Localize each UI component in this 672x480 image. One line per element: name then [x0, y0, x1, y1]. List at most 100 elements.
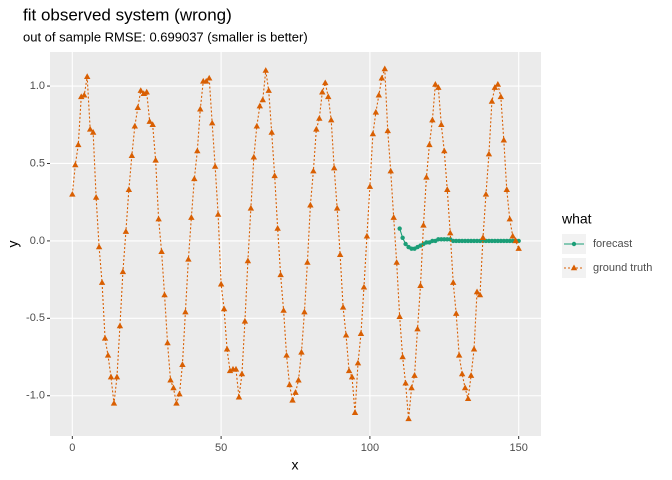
point: [500, 136, 508, 143]
point: [286, 381, 293, 388]
point: [313, 125, 320, 132]
legend-title: what: [561, 211, 592, 227]
point: [83, 73, 91, 79]
point: [268, 129, 275, 135]
point: [158, 248, 165, 254]
point: [271, 172, 278, 179]
point: [503, 186, 510, 193]
point: [143, 88, 150, 95]
point: [161, 291, 168, 298]
point: [244, 257, 252, 264]
point: [447, 229, 454, 236]
point: [179, 361, 186, 367]
x-tick-label: 150: [510, 442, 528, 454]
point: [223, 345, 231, 352]
point: [452, 310, 460, 316]
point: [509, 232, 516, 239]
point: [381, 65, 388, 72]
point: [194, 147, 201, 154]
y-axis-title: y: [5, 241, 21, 248]
y-tick-label: -0.5: [26, 312, 45, 324]
point: [95, 243, 103, 250]
point: [485, 150, 493, 157]
point: [491, 84, 499, 90]
point: [414, 325, 421, 332]
point: [280, 307, 287, 313]
point: [232, 365, 240, 372]
point: [438, 121, 445, 127]
y-tick-label: 0.5: [30, 157, 45, 169]
point: [512, 237, 519, 244]
point: [307, 201, 314, 208]
point: [119, 268, 127, 275]
point: [250, 153, 258, 160]
point: [176, 390, 183, 397]
point: [310, 167, 317, 174]
point: [137, 87, 144, 93]
x-tick-label: 50: [215, 442, 227, 454]
point: [411, 372, 418, 378]
point: [435, 84, 442, 90]
point: [396, 313, 403, 319]
point: [220, 305, 228, 312]
point: [188, 214, 195, 220]
point: [298, 348, 305, 355]
point: [182, 308, 189, 315]
point: [336, 251, 344, 258]
point: [464, 395, 472, 402]
point: [479, 234, 487, 241]
point: [316, 115, 323, 121]
point: [473, 288, 481, 295]
point: [78, 93, 85, 100]
point: [497, 93, 505, 100]
point: [417, 282, 424, 289]
point: [155, 215, 162, 222]
point: [354, 359, 362, 366]
point: [461, 384, 469, 391]
x-tick-label: 0: [69, 442, 75, 454]
y-tick-label: 0.0: [30, 235, 45, 247]
point: [116, 322, 124, 329]
point: [467, 372, 475, 378]
point: [134, 104, 141, 110]
point: [256, 102, 263, 109]
y-tick-label: 1.0: [30, 80, 45, 92]
point: [241, 317, 249, 324]
point: [173, 399, 180, 406]
point: [301, 308, 308, 315]
point: [325, 93, 332, 100]
point: [494, 81, 502, 87]
point: [397, 226, 402, 231]
point: [399, 353, 406, 360]
point: [203, 77, 210, 84]
point: [405, 415, 412, 422]
point: [330, 164, 338, 171]
point: [235, 393, 243, 400]
point: [185, 255, 192, 262]
point: [208, 119, 216, 126]
point: [426, 141, 433, 148]
plot-panel: [50, 52, 541, 436]
point: [328, 116, 335, 123]
point: [104, 351, 112, 358]
point: [366, 183, 374, 189]
point: [384, 127, 391, 134]
point: [348, 373, 356, 380]
point: [408, 384, 415, 391]
point: [101, 334, 109, 341]
point: [403, 241, 408, 247]
point: [110, 399, 118, 406]
point: [149, 121, 156, 127]
point: [98, 279, 106, 285]
point: [390, 214, 397, 220]
chart-subtitle: out of sample RMSE: 0.699037 (smaller is…: [23, 29, 308, 44]
point: [506, 215, 513, 222]
point: [226, 367, 234, 374]
point: [265, 87, 272, 93]
point: [81, 91, 88, 98]
point: [339, 303, 347, 310]
point: [274, 225, 281, 231]
point: [351, 409, 359, 415]
point: [122, 228, 130, 234]
point: [152, 156, 159, 163]
